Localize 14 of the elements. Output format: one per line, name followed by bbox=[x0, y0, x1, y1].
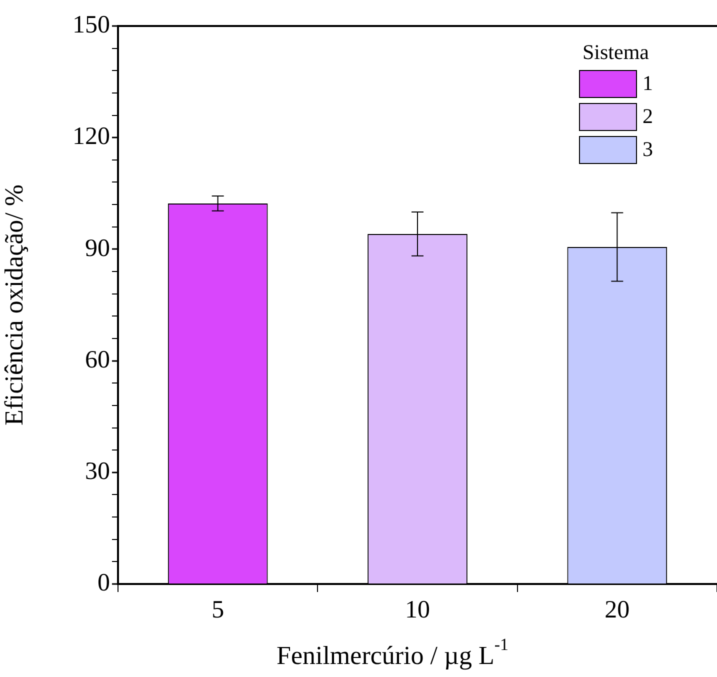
y-axis-title: Eficiência oxidação/ % bbox=[0, 184, 28, 426]
y-tick-label: 30 bbox=[85, 458, 110, 485]
y-tick-label: 150 bbox=[72, 12, 110, 39]
x-tick-label: 20 bbox=[604, 596, 630, 624]
y-tick-label: 120 bbox=[72, 123, 110, 150]
legend-label: 3 bbox=[642, 137, 653, 162]
x-tick-label: 5 bbox=[212, 596, 224, 624]
y-tick-label: 60 bbox=[85, 346, 110, 374]
y-tick-label: 0 bbox=[98, 570, 110, 597]
legend-label: 1 bbox=[642, 71, 653, 96]
legend-label: 2 bbox=[642, 104, 653, 129]
x-tick-label: 10 bbox=[405, 596, 430, 624]
legend-title: Sistema bbox=[582, 40, 650, 65]
y-tick-label: 90 bbox=[85, 234, 110, 262]
